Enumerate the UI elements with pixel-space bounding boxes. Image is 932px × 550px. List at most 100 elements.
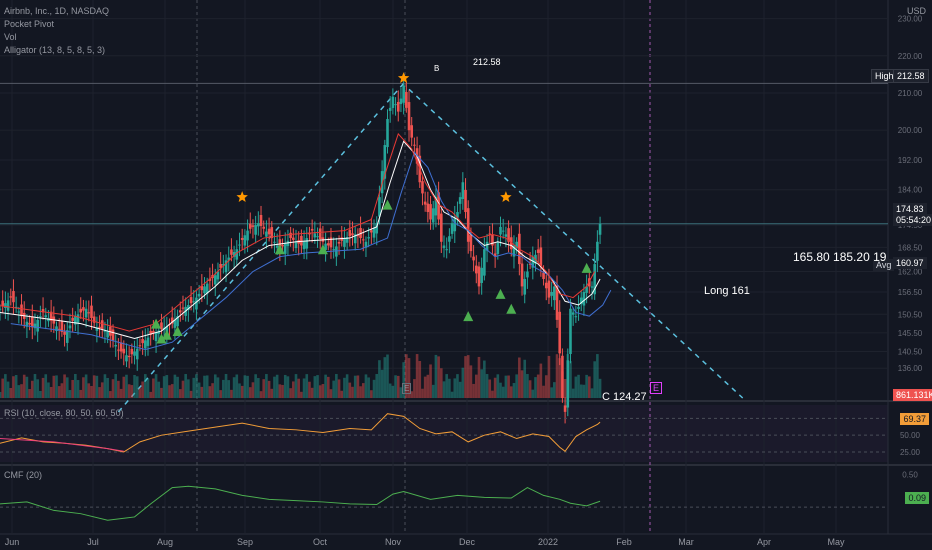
- volume-bar: [162, 376, 166, 398]
- volume-bar: [598, 378, 602, 398]
- candle-body: [316, 236, 319, 238]
- volume-bar: [504, 375, 508, 398]
- candle-body: [219, 263, 222, 268]
- x-axis-label: Aug: [157, 537, 173, 547]
- y-axis-tick: 140.50: [898, 348, 923, 357]
- rsi-band: [0, 405, 888, 462]
- x-axis-label: Oct: [313, 537, 328, 547]
- candle-body: [117, 349, 120, 351]
- y-axis-tick: 220.00: [898, 52, 923, 61]
- alligator-legend[interactable]: Alligator (13, 8, 5, 8, 5, 3): [4, 45, 106, 55]
- volume-bar: [539, 363, 543, 398]
- candle-body: [36, 319, 39, 332]
- candle-body: [504, 234, 508, 237]
- rsi-pane: [0, 413, 888, 453]
- cmf-legend[interactable]: CMF (20): [4, 470, 42, 480]
- candle-body: [246, 230, 249, 241]
- rsi-legend[interactable]: RSI (10, close, 80, 50, 60, 50): [4, 408, 124, 418]
- candle-body: [472, 256, 475, 261]
- candle-body: [593, 264, 596, 295]
- volume-bar: [22, 374, 26, 398]
- candle-body: [353, 234, 357, 244]
- volume-bar: [275, 374, 279, 398]
- volume-bar: [28, 389, 31, 398]
- candle-body: [251, 225, 255, 227]
- volume-bar: [582, 384, 586, 398]
- symbol-legend[interactable]: Airbnb, Inc., 1D, NASDAQ: [4, 6, 110, 16]
- volume-bar: [197, 382, 201, 398]
- pocket-pivot-marker: [161, 329, 172, 340]
- earnings-marker-past[interactable]: E: [402, 383, 412, 394]
- pocket-pivot-marker: [495, 288, 506, 299]
- volume-bar: [474, 374, 478, 398]
- candle-body: [273, 241, 276, 243]
- rsi-value: 69.37: [900, 413, 929, 425]
- candle-body: [598, 223, 602, 235]
- volume-bar: [515, 374, 518, 398]
- grid: [0, 0, 932, 535]
- cmf-pane: [0, 485, 888, 521]
- volume-bar: [345, 374, 349, 398]
- volume-bar: [98, 387, 101, 398]
- long-annotation: Long 161: [704, 285, 750, 297]
- volume-bar: [348, 382, 352, 398]
- candle-body: [442, 245, 446, 249]
- volume-bar: [251, 382, 255, 398]
- volume-bar: [491, 390, 494, 398]
- volume-bar: [74, 374, 77, 398]
- candle-body: [232, 252, 236, 257]
- candle-body: [84, 308, 88, 318]
- candle-body: [17, 311, 21, 313]
- candle-body: [520, 263, 524, 287]
- volume-bar: [130, 385, 134, 398]
- candle-body: [127, 355, 131, 358]
- volume-bar: [68, 390, 72, 398]
- candle-body: [286, 240, 290, 247]
- candle-body: [577, 306, 580, 309]
- pocket-pivot-legend[interactable]: Pocket Pivot: [4, 19, 55, 29]
- volume-bar: [262, 379, 266, 398]
- volume-bar: [267, 380, 271, 398]
- x-axis-label: 2022: [538, 537, 558, 547]
- volume-bar: [254, 374, 257, 398]
- candle-body: [119, 342, 123, 352]
- candle-body: [197, 293, 201, 297]
- high-value: 212.58: [893, 69, 929, 83]
- candle-body: [590, 286, 594, 288]
- volume-bar: [1, 378, 4, 398]
- volume-bar: [103, 374, 107, 398]
- candle-body: [300, 235, 303, 246]
- volume-legend[interactable]: Vol: [4, 32, 17, 42]
- volume-bar: [184, 374, 187, 398]
- volume-bar: [469, 365, 473, 398]
- candle-body: [275, 245, 279, 248]
- candle-body: [240, 237, 244, 240]
- candle-body: [448, 236, 451, 242]
- candle-body: [14, 306, 18, 308]
- volume-bar: [585, 374, 588, 398]
- volume-bar: [394, 375, 397, 398]
- volume-bar: [192, 377, 196, 398]
- axis-ticks: Jun Jul Aug Sep Oct Nov Dec 2022 Feb Mar Apr May 136…: [5, 15, 923, 547]
- volume-bar: [332, 380, 335, 398]
- volume-bar: [361, 383, 365, 398]
- candle-body: [555, 286, 559, 320]
- earnings-marker-upcoming[interactable]: E: [650, 382, 663, 394]
- candle-body: [453, 217, 457, 232]
- candle-body: [141, 339, 144, 344]
- x-axis-label: Mar: [678, 537, 694, 547]
- volume-bar: [375, 374, 379, 398]
- volume-bar: [321, 384, 325, 398]
- candle-body: [302, 241, 306, 250]
- candle-body: [60, 321, 64, 332]
- candle-body: [259, 214, 263, 226]
- candle-body: [152, 330, 155, 334]
- volume-bar: [477, 356, 481, 398]
- volume-bar: [213, 374, 217, 398]
- candle-body: [149, 330, 152, 335]
- volume-bar: [92, 375, 96, 398]
- candle-body: [41, 308, 45, 313]
- y-axis-tick: 145.50: [898, 329, 923, 338]
- candle-body: [509, 237, 513, 250]
